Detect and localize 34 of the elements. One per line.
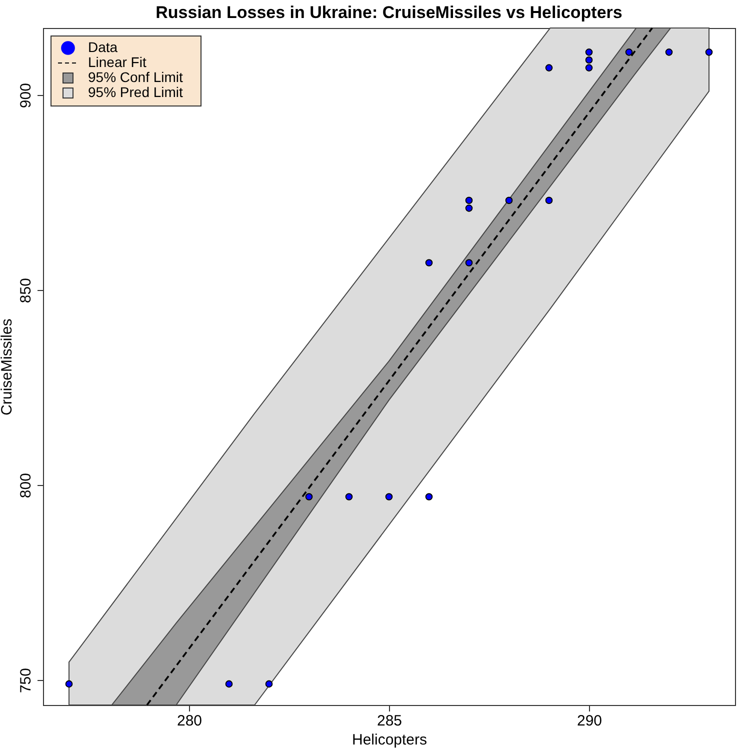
legend-label: Data — [88, 39, 118, 55]
point — [705, 48, 713, 56]
legend-label: 95% Pred Limit — [88, 84, 184, 100]
point — [385, 493, 393, 500]
point — [425, 259, 433, 266]
legend-label: 95% Conf Limit — [88, 69, 184, 85]
point — [305, 493, 313, 500]
point — [465, 196, 473, 204]
point — [65, 680, 73, 688]
x-axis-title: Helicopters — [352, 732, 428, 748]
point — [465, 259, 473, 266]
y-axis-title: CruiseMissiles — [0, 318, 16, 416]
x-tick-label: 280 — [176, 712, 202, 730]
x-tick-label: 290 — [576, 712, 602, 730]
point — [545, 64, 553, 72]
x-tick-label: 285 — [376, 712, 402, 730]
point — [425, 493, 433, 500]
y-tick-label: 900 — [18, 83, 34, 108]
point — [585, 48, 593, 56]
point — [465, 204, 473, 212]
point — [345, 493, 353, 500]
point — [225, 680, 233, 688]
y-tick-label: 750 — [18, 668, 34, 694]
point — [545, 196, 553, 204]
point — [665, 48, 673, 56]
y-tick-label: 850 — [18, 278, 34, 304]
legend-label: Linear Fit — [88, 54, 146, 70]
point — [625, 48, 633, 56]
point — [505, 196, 513, 204]
point — [265, 680, 273, 688]
chart-title: Russian Losses in Ukraine: CruiseMissiles vs Helicopters — [156, 3, 622, 22]
y-tick-label: 800 — [18, 473, 34, 498]
point — [585, 64, 593, 72]
point — [585, 56, 593, 64]
